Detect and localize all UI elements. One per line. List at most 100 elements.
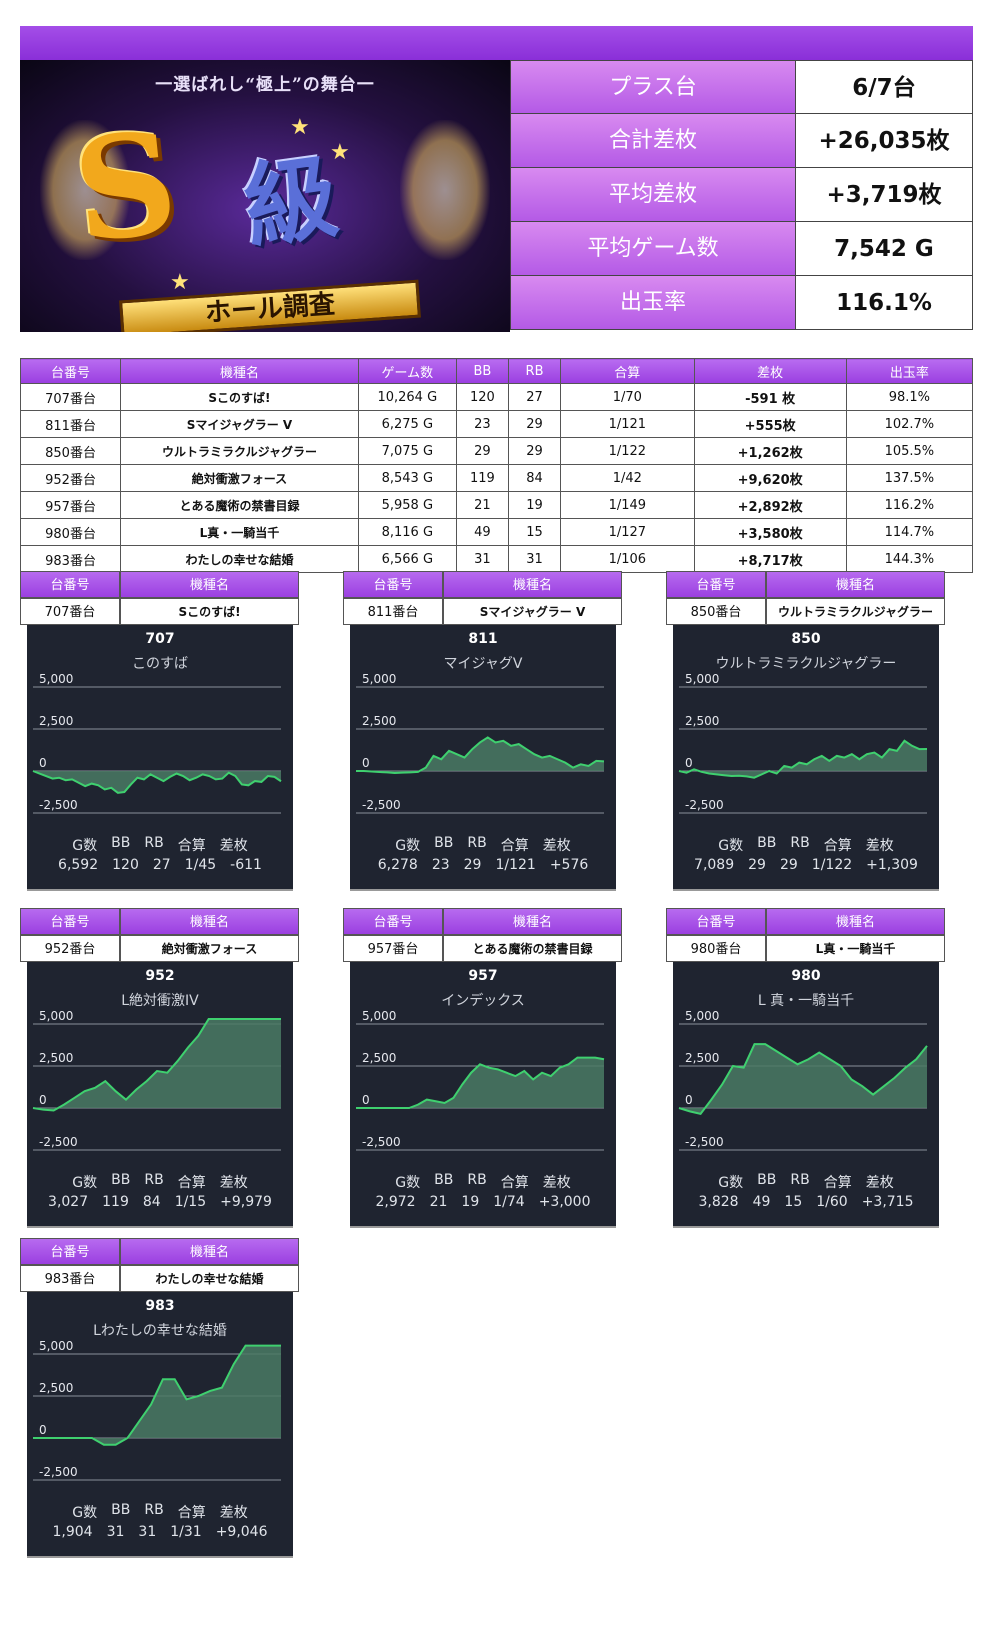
footer-values: 6,592 120 27 1/45 -611 — [27, 857, 293, 879]
card-header-number: 台番号 — [20, 1238, 120, 1265]
table-cell: 952番台 — [19, 464, 122, 492]
machine-number: 707番台 — [20, 598, 120, 625]
series-area — [33, 1018, 281, 1111]
footer-value: 29 — [779, 857, 798, 873]
series-line — [356, 736, 605, 775]
footer-label: BB — [757, 1172, 777, 1188]
machine-number: 983番台 — [20, 1265, 120, 1292]
table-row: 811番台 Sマイジャグラー V 6,275 G 23 29 1/121 +555枚 102.… — [19, 410, 974, 438]
star-icon: ★ — [170, 270, 190, 295]
y-tick-label: 2,500 — [39, 714, 73, 728]
y-tick-label: 5,000 — [685, 673, 719, 686]
stat-label: 出玉率 — [510, 276, 795, 329]
machine-name: Sマイジャグラー V — [443, 598, 622, 625]
banner-ribbon: ホール調査 — [119, 279, 421, 332]
table-cell: +3,580枚 — [693, 518, 847, 546]
table-cell: 5,958 G — [357, 491, 457, 519]
table-cell: +8,717枚 — [693, 545, 847, 573]
series-line — [32, 770, 282, 794]
table-cell: 29 — [507, 437, 562, 465]
slump-graph: 5,000 2,500 0 -2,500 — [32, 673, 282, 814]
stat-row: 平均ゲーム数 7,542 G — [510, 222, 973, 276]
card-header-name: 機種名 — [443, 908, 622, 935]
chart-subtitle: Lわたしの幸せな結婚 — [93, 1323, 227, 1339]
table-cell: 31 — [455, 545, 509, 573]
footer-value: 19 — [461, 1194, 480, 1210]
slump-graph-panel: 983 Lわたしの幸せな結婚 5,000 2,500 0 -2,500 G数 BB RB 合算 差枚… — [27, 1292, 293, 1558]
footer-value: 6,278 — [377, 857, 418, 873]
stat-row: 出玉率 116.1% — [510, 276, 973, 330]
card-header-number: 台番号 — [666, 908, 766, 935]
footer-values: 1,904 31 31 1/31 +9,046 — [27, 1524, 293, 1546]
footer-label: 差枚 — [865, 838, 894, 854]
footer-label: BB — [111, 1502, 131, 1518]
footer-labels: G数 BB RB 合算 差枚 — [350, 835, 616, 857]
series-line — [32, 1017, 281, 1112]
chart-title: 707 — [145, 631, 175, 647]
series-area — [33, 771, 281, 793]
footer-label: G数 — [72, 838, 98, 854]
machine-number: 850番台 — [666, 598, 766, 625]
table-cell: 1/106 — [560, 545, 695, 573]
table-cell: とある魔術の禁書目録 — [120, 491, 359, 519]
machine-number: 957番台 — [343, 935, 443, 962]
machine-number: 952番台 — [20, 935, 120, 962]
footer-value: 21 — [429, 1194, 448, 1210]
table-cell: 29 — [455, 437, 509, 465]
y-tick-label: 2,500 — [685, 714, 719, 728]
footer-value: +3,715 — [861, 1194, 914, 1210]
column-header: ゲーム数 — [357, 358, 457, 384]
card-header-number: 台番号 — [343, 908, 443, 935]
footer-label: BB — [434, 1172, 454, 1188]
table-row: 983番台 わたしの幸せな結婚 6,566 G 31 31 1/106 +8,717枚 144… — [19, 545, 974, 573]
table-cell: 850番台 — [19, 437, 122, 465]
chart-title: 952 — [145, 968, 175, 984]
table-cell: 707番台 — [19, 383, 122, 411]
machine-name: とある魔術の禁書目録 — [443, 935, 622, 962]
table-cell: 29 — [507, 410, 562, 438]
footer-value: 3,828 — [698, 1194, 739, 1210]
table-cell: 1/122 — [560, 437, 695, 465]
slump-graph-panel: 952 L絶対衝激IV 5,000 2,500 0 -2,500 G数 BB RB 合算 差枚 3,0… — [27, 962, 293, 1228]
footer-value: +3,000 — [538, 1194, 591, 1210]
table-cell: 21 — [455, 491, 509, 519]
table-cell: 98.1% — [845, 383, 974, 411]
graph-footer: G数 BB RB 合算 差枚 6,592 120 27 1/45 -611 — [27, 835, 293, 879]
table-cell: 116.2% — [845, 491, 974, 519]
series-line — [678, 739, 928, 779]
footer-label: RB — [467, 835, 487, 851]
table-cell: 105.5% — [845, 437, 974, 465]
footer-label: BB — [111, 835, 131, 851]
footer-value: 1/15 — [174, 1194, 207, 1210]
series-area — [33, 1345, 281, 1445]
table-cell: 27 — [507, 383, 562, 411]
chart-title: 980 — [791, 968, 821, 984]
y-tick-label: 5,000 — [362, 1010, 396, 1023]
table-cell: 15 — [507, 518, 562, 546]
column-header: 機種名 — [120, 358, 359, 384]
slump-graph: 5,000 2,500 0 -2,500 — [356, 1010, 605, 1151]
table-cell: 120 — [455, 383, 509, 411]
stat-value: 6/7台 — [795, 61, 973, 113]
stats-table: プラス台 6/7台 合計差枚 +26,035枚 平均差枚 +3,719枚 平均ゲーム数 7,5… — [510, 60, 973, 330]
footer-value: 23 — [431, 857, 450, 873]
footer-value: 1/121 — [495, 857, 536, 873]
footer-value: 15 — [784, 1194, 803, 1210]
stat-row: プラス台 6/7台 — [510, 60, 973, 114]
footer-label: 差枚 — [219, 838, 248, 854]
y-tick-label: -2,500 — [39, 798, 78, 812]
footer-value: 1/31 — [170, 1524, 202, 1540]
footer-value: 84 — [142, 1194, 161, 1210]
footer-labels: G数 BB RB 合算 差枚 — [350, 1172, 616, 1194]
footer-value: 31 — [138, 1524, 157, 1540]
footer-value: 6,592 — [58, 857, 99, 873]
chart-subtitle: このすば — [132, 656, 188, 672]
footer-labels: G数 BB RB 合算 差枚 — [27, 835, 293, 857]
card-info: 952番台 絶対衝激フォース — [20, 935, 299, 962]
summary-table: 台番号 機種名 ゲーム数 BB RB 合算 差枚 出玉率 707番台 Sこのすば! 10,264 … — [19, 358, 974, 573]
stat-value: 7,542 G — [795, 222, 973, 275]
y-tick-label: 0 — [39, 1423, 47, 1437]
footer-label: 差枚 — [219, 1505, 248, 1521]
slump-graph-panel: 707 このすば 5,000 2,500 0 -2,500 G数 BB RB 合算 差枚 6,592 1… — [27, 625, 293, 891]
series-area — [356, 1057, 604, 1108]
